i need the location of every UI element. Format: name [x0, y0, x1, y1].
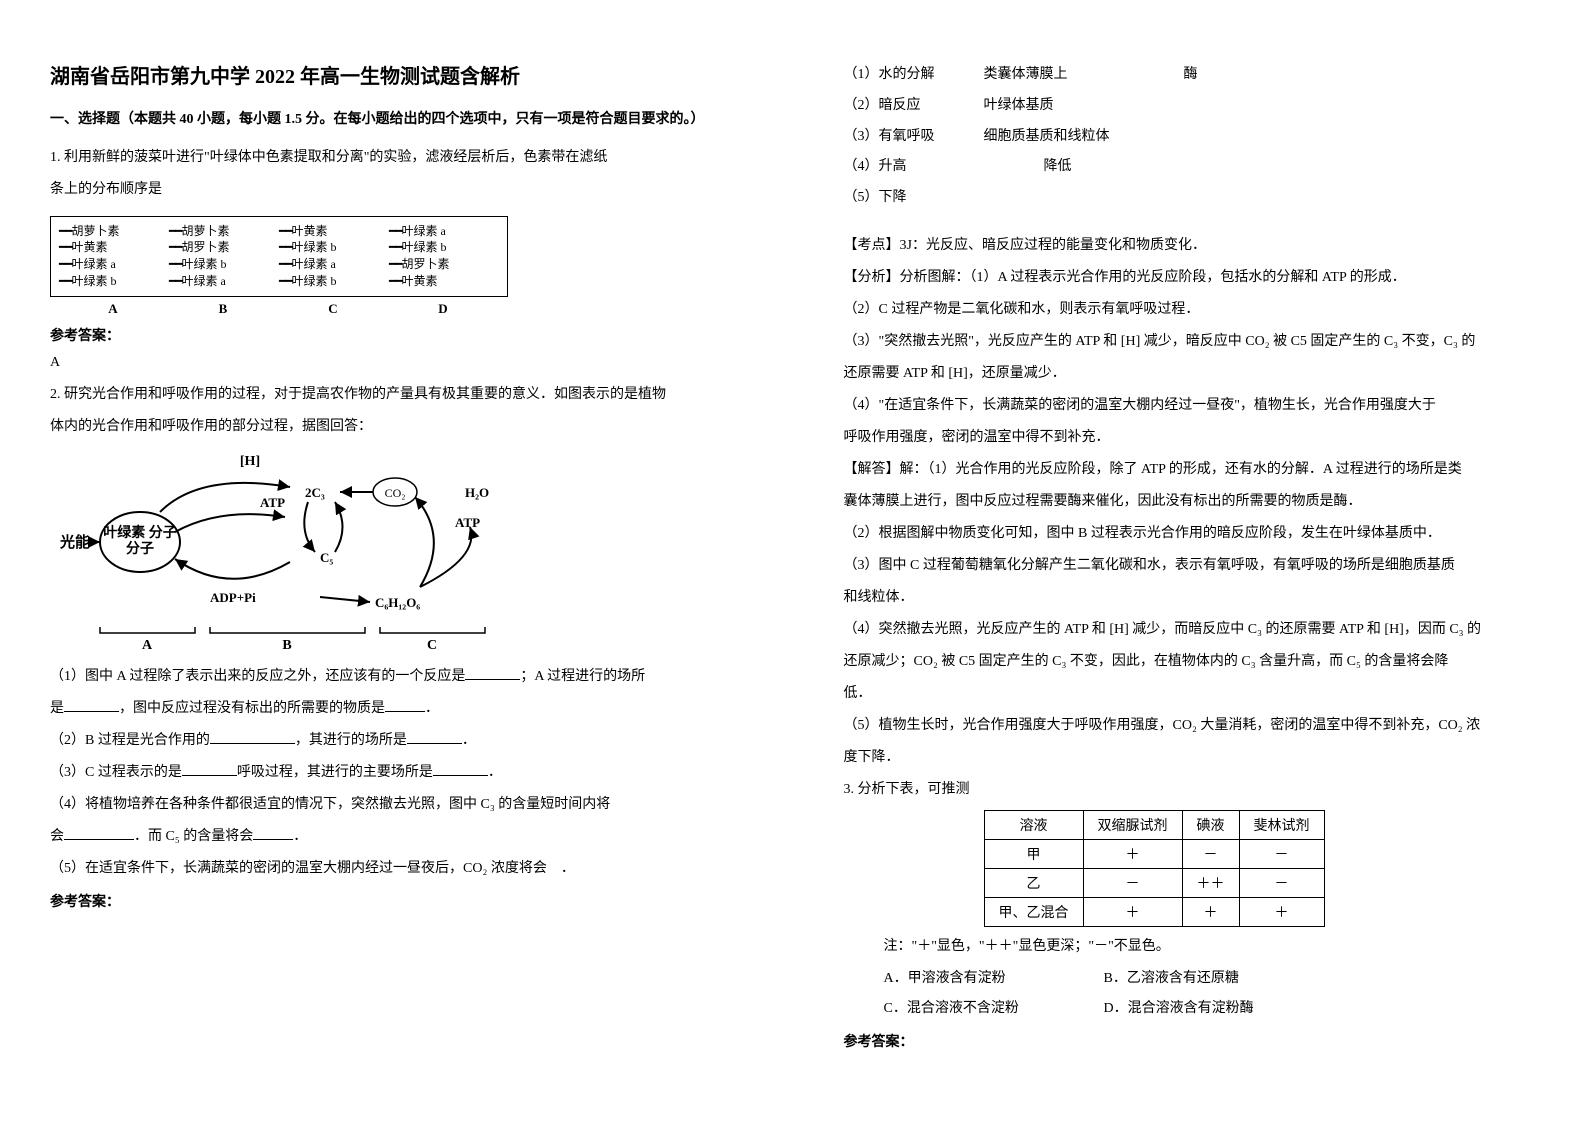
- opt-label-c: C: [278, 301, 388, 317]
- q2-intro-a: 2. 研究光合作用和呼吸作用的过程，对于提高农作物的产量具有极其重要的意义．如图…: [50, 381, 744, 409]
- analysis-p11: （3）图中 C 过程葡萄糖氧化分解产生二氧化碳和水，表示有氧呼吸，有氧呼吸的场所…: [844, 552, 1538, 580]
- svg-text:C: C: [427, 638, 437, 653]
- svg-text:A: A: [142, 638, 153, 653]
- q2-sub1: （1）图中 A 过程除了表示出来的反应之外，还应该有的一个反应是；A 过程进行的…: [50, 663, 744, 691]
- svg-text:2C₃: 2C₃: [305, 485, 325, 500]
- analysis-p4: （3）"突然撤去光照"，光反应产生的 ATP 和 [H] 减少，暗反应中 CO₂…: [844, 328, 1538, 356]
- q3-answer-label: 参考答案：: [844, 1031, 1538, 1051]
- svg-text:H₂O: H₂O: [465, 485, 489, 500]
- q2-sub2: （2）B 过程是光合作用的，其进行的场所是．: [50, 727, 744, 755]
- analysis-p2: 【分析】分析图解：（1）A 过程表示光合作用的光反应阶段，包括水的分解和 ATP…: [844, 264, 1538, 292]
- q1-text-b: 条上的分布顺序是: [50, 176, 744, 204]
- q2-sub5: （5）在适宜条件下，长满蔬菜的密闭的温室大棚内经过一昼夜后，CO₂ 浓度将会 ．: [50, 855, 744, 883]
- table-row: 溶液 双缩脲试剂 碘液 斐林试剂: [984, 810, 1324, 839]
- opt-label-d: D: [388, 301, 498, 317]
- svg-text:B: B: [282, 638, 291, 653]
- ans-row-2: （2）暗反应叶绿体基质: [844, 91, 1538, 122]
- analysis-p15: 低．: [844, 680, 1538, 708]
- q3-note: 注："＋"显色，"＋＋"显色更深；"－"不显色。: [884, 933, 1538, 961]
- q1-answer-label: 参考答案：: [50, 325, 744, 345]
- q1-text-a: 1. 利用新鲜的菠菜叶进行"叶绿体中色素提取和分离"的实验，滤液经层析后，色素带…: [50, 144, 744, 172]
- left-column: 湖南省岳阳市第九中学 2022 年高一生物测试题含解析 一、选择题（本题共 40…: [0, 0, 794, 1122]
- analysis-p13: （4）突然撤去光照，光反应产生的 ATP 和 [H] 减少，而暗反应中 C₃ 的…: [844, 616, 1538, 644]
- q2-intro-b: 体内的光合作用和呼吸作用的部分过程，据图回答：: [50, 413, 744, 441]
- analysis-p17: 度下降．: [844, 744, 1538, 772]
- q2-answer-label: 参考答案：: [50, 891, 744, 911]
- svg-text:光能: 光能: [59, 533, 90, 551]
- q3-stem: 3. 分析下表，可推测: [844, 776, 1538, 804]
- analysis-p14: 还原减少；CO₂ 被 C5 固定产生的 C₃ 不变，因此，在植物体内的 C₃ 含…: [844, 648, 1538, 676]
- q1-figure: ━━胡萝卜素 ━━叶黄素 ━━叶绿素 a ━━叶绿素 b ━━胡萝卜素 ━━胡罗…: [50, 208, 744, 317]
- ans-row-4: （4）升高降低: [844, 152, 1538, 183]
- q3-opts-1: A．甲溶液含有淀粉B．乙溶液含有还原糖: [884, 965, 1538, 993]
- right-column: （1）水的分解类囊体薄膜上酶 （2）暗反应叶绿体基质 （3）有氧呼吸细胞质基质和…: [794, 0, 1587, 1122]
- q2-sub3: （3）C 过程表示的是呼吸过程，其进行的主要场所是．: [50, 759, 744, 787]
- chroma-col-b: ━━胡萝卜素 ━━胡罗卜素 ━━叶绿素 b ━━叶绿素 a: [169, 223, 279, 290]
- section-1-head: 一、选择题（本题共 40 小题，每小题 1.5 分。在每小题给出的四个选项中，只…: [50, 107, 744, 134]
- svg-text:ATP: ATP: [455, 515, 480, 530]
- svg-text:ADP+Pi: ADP+Pi: [210, 590, 256, 605]
- chroma-col-c: ━━叶黄素 ━━叶绿素 b ━━叶绿素 a ━━叶绿素 b: [279, 223, 389, 290]
- analysis-p8: 【解答】解：（1）光合作用的光反应阶段，除了 ATP 的形成，还有水的分解．A …: [844, 456, 1538, 484]
- q2-sub1b: 是，图中反应过程没有标出的所需要的物质是．: [50, 695, 744, 723]
- q3-table: 溶液 双缩脲试剂 碘液 斐林试剂 甲＋－－ 乙－＋＋－ 甲、乙混合＋＋＋: [984, 810, 1325, 927]
- analysis-p3: （2）C 过程产物是二氧化碳和水，则表示有氧呼吸过程．: [844, 296, 1538, 324]
- svg-text:[H]: [H]: [240, 454, 260, 469]
- analysis-p5: 还原需要 ATP 和 [H]，还原量减少．: [844, 360, 1538, 388]
- analysis-p1: 【考点】3J：光反应、暗反应过程的能量变化和物质变化．: [844, 232, 1538, 260]
- svg-text:叶绿素 分子: 叶绿素 分子: [103, 524, 177, 541]
- ans-row-1: （1）水的分解类囊体薄膜上酶: [844, 60, 1538, 91]
- q2-sub4a: （4）将植物培养在各种条件都很适宜的情况下，突然撤去光照，图中 C₃ 的含量短时…: [50, 791, 744, 819]
- ans-row-3: （3）有氧呼吸细胞质基质和线粒体: [844, 122, 1538, 153]
- svg-text:C₅: C₅: [320, 550, 333, 565]
- table-row: 乙－＋＋－: [984, 868, 1324, 897]
- q2-diagram: 叶绿素 分子 分子 光能 [H] ATP ADP+Pi 2C₃ C₅ CO₂ H…: [50, 447, 510, 657]
- q3-opts-2: C．混合溶液不含淀粉D．混合溶液含有淀粉酶: [884, 995, 1538, 1023]
- svg-text:CO₂: CO₂: [385, 486, 406, 500]
- opt-label-a: A: [58, 301, 168, 317]
- analysis-p6: （4）"在适宜条件下，长满蔬菜的密闭的温室大棚内经过一昼夜"，植物生长，光合作用…: [844, 392, 1538, 420]
- q1-answer: A: [50, 349, 744, 377]
- chroma-col-d: ━━叶绿素 a ━━叶绿素 b ━━胡罗卜素 ━━叶黄素: [389, 223, 499, 290]
- svg-text:C₆H₁₂O₆: C₆H₁₂O₆: [375, 595, 420, 610]
- analysis-p16: （5）植物生长时，光合作用强度大于呼吸作用强度，CO₂ 大量消耗，密闭的温室中得…: [844, 712, 1538, 740]
- ans-row-5: （5）下降: [844, 183, 1538, 214]
- analysis-p10: （2）根据图解中物质变化可知，图中 B 过程表示光合作用的暗反应阶段，发生在叶绿…: [844, 520, 1538, 548]
- svg-text:分子: 分子: [126, 541, 154, 557]
- analysis-p12: 和线粒体．: [844, 584, 1538, 612]
- svg-text:ATP: ATP: [260, 495, 285, 510]
- analysis-p7: 呼吸作用强度，密闭的温室中得不到补充．: [844, 424, 1538, 452]
- opt-label-b: B: [168, 301, 278, 317]
- q2-sub4b: 会．而 C₅ 的含量将会．: [50, 823, 744, 851]
- table-row: 甲、乙混合＋＋＋: [984, 897, 1324, 926]
- analysis-p9: 囊体薄膜上进行，图中反应过程需要酶来催化，因此没有标出的所需要的物质是酶．: [844, 488, 1538, 516]
- chroma-col-a: ━━胡萝卜素 ━━叶黄素 ━━叶绿素 a ━━叶绿素 b: [59, 223, 169, 290]
- page-title: 湖南省岳阳市第九中学 2022 年高一生物测试题含解析: [50, 60, 744, 89]
- table-row: 甲＋－－: [984, 839, 1324, 868]
